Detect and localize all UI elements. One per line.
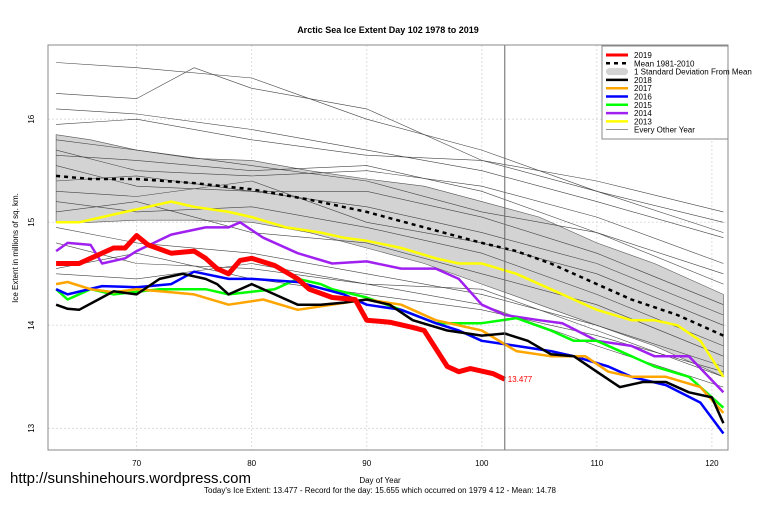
- other-year-line: [56, 165, 724, 316]
- other-year-line: [56, 149, 724, 264]
- other-year-line: [56, 201, 724, 357]
- x-tick-label: 70: [132, 459, 141, 468]
- series-line-2013: [56, 200, 725, 378]
- other-year-line: [56, 118, 724, 213]
- current-value-label: 13.477: [508, 375, 533, 384]
- legend-label: Every Other Year: [634, 126, 695, 135]
- legend-label: 1 Standard Deviation From Mean: [634, 68, 752, 77]
- other-year-line: [56, 108, 724, 238]
- legend-label: 2018: [634, 76, 652, 85]
- y-tick-label: 13: [27, 423, 36, 432]
- x-tick-label: 90: [362, 459, 371, 468]
- watermark-url: http://sunshinehours.wordpress.com: [10, 470, 251, 487]
- series-line-2014: [55, 221, 725, 394]
- legend-box: [601, 45, 729, 140]
- y-tick-label: 15: [27, 217, 36, 226]
- other-year-line: [56, 180, 724, 326]
- legend-label: 2019: [634, 51, 652, 60]
- plot-frame: [47, 44, 729, 451]
- series-line-2019: [56, 233, 506, 382]
- legend-swatch: [606, 68, 628, 76]
- other-year-line: [56, 175, 724, 305]
- legend-label: 2015: [634, 101, 652, 110]
- legend-label: 2017: [634, 84, 652, 93]
- legend-label: 2016: [634, 93, 652, 102]
- y-tick-label: 14: [27, 320, 36, 329]
- x-axis-label: Day of Year: [359, 476, 401, 485]
- x-tick-label: 120: [705, 459, 719, 468]
- series-line-2016: [55, 270, 725, 435]
- other-year-line: [56, 227, 724, 367]
- chart-title: Arctic Sea Ice Extent Day 102 1978 to 20…: [297, 25, 479, 35]
- x-tick-label: 100: [475, 459, 489, 468]
- y-axis-label: Ice Extent in millions of sq. km.: [11, 193, 20, 303]
- other-year-line: [56, 155, 724, 285]
- legend-label: 2013: [634, 117, 652, 126]
- legend-label: Mean 1981-2010: [634, 59, 695, 68]
- other-year-line: [56, 201, 724, 347]
- mean-line: [55, 174, 724, 337]
- other-year-line: [56, 252, 724, 372]
- other-year-line: [56, 67, 724, 223]
- legend-label: 2014: [634, 109, 652, 118]
- y-tick-label: 16: [27, 114, 36, 123]
- x-tick-label: 110: [590, 459, 603, 468]
- x-tick-label: 80: [247, 459, 256, 468]
- other-year-line: [56, 263, 724, 388]
- chart-subtitle: Today's Ice Extent: 13.477 - Record for …: [204, 486, 556, 495]
